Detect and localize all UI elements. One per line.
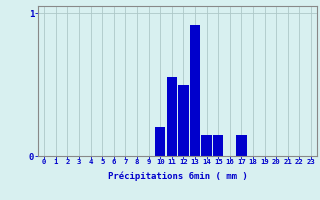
- Bar: [178, 85, 188, 156]
- Bar: [155, 127, 165, 156]
- Bar: [167, 77, 177, 156]
- Bar: [190, 25, 200, 156]
- Bar: [213, 135, 223, 156]
- Bar: [236, 135, 247, 156]
- Bar: [201, 135, 212, 156]
- X-axis label: Précipitations 6min ( mm ): Précipitations 6min ( mm ): [108, 171, 247, 181]
